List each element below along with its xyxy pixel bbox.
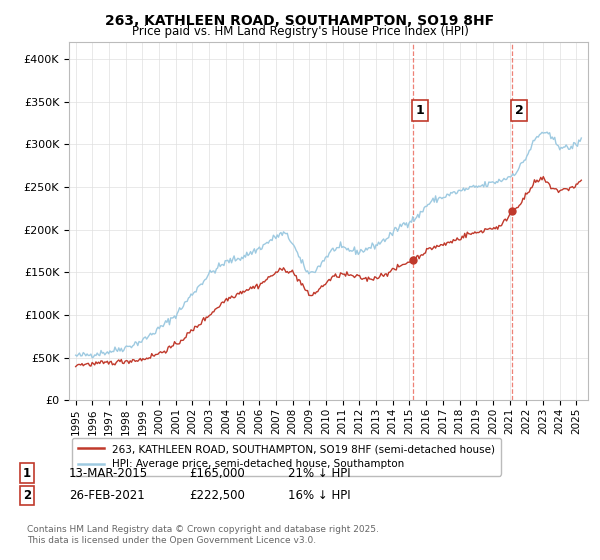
Text: 26-FEB-2021: 26-FEB-2021 — [69, 489, 145, 502]
Text: 21% ↓ HPI: 21% ↓ HPI — [288, 466, 350, 480]
Text: Contains HM Land Registry data © Crown copyright and database right 2025.
This d: Contains HM Land Registry data © Crown c… — [27, 525, 379, 545]
Text: 16% ↓ HPI: 16% ↓ HPI — [288, 489, 350, 502]
Text: Price paid vs. HM Land Registry's House Price Index (HPI): Price paid vs. HM Land Registry's House … — [131, 25, 469, 38]
Text: 1: 1 — [415, 104, 424, 117]
Text: £222,500: £222,500 — [189, 489, 245, 502]
Text: 1: 1 — [23, 466, 31, 480]
Text: 2: 2 — [515, 104, 523, 117]
Text: 2: 2 — [23, 489, 31, 502]
Legend: 263, KATHLEEN ROAD, SOUTHAMPTON, SO19 8HF (semi-detached house), HPI: Average pr: 263, KATHLEEN ROAD, SOUTHAMPTON, SO19 8H… — [71, 438, 502, 475]
Text: £165,000: £165,000 — [189, 466, 245, 480]
Text: 263, KATHLEEN ROAD, SOUTHAMPTON, SO19 8HF: 263, KATHLEEN ROAD, SOUTHAMPTON, SO19 8H… — [106, 14, 494, 28]
Text: 13-MAR-2015: 13-MAR-2015 — [69, 466, 148, 480]
